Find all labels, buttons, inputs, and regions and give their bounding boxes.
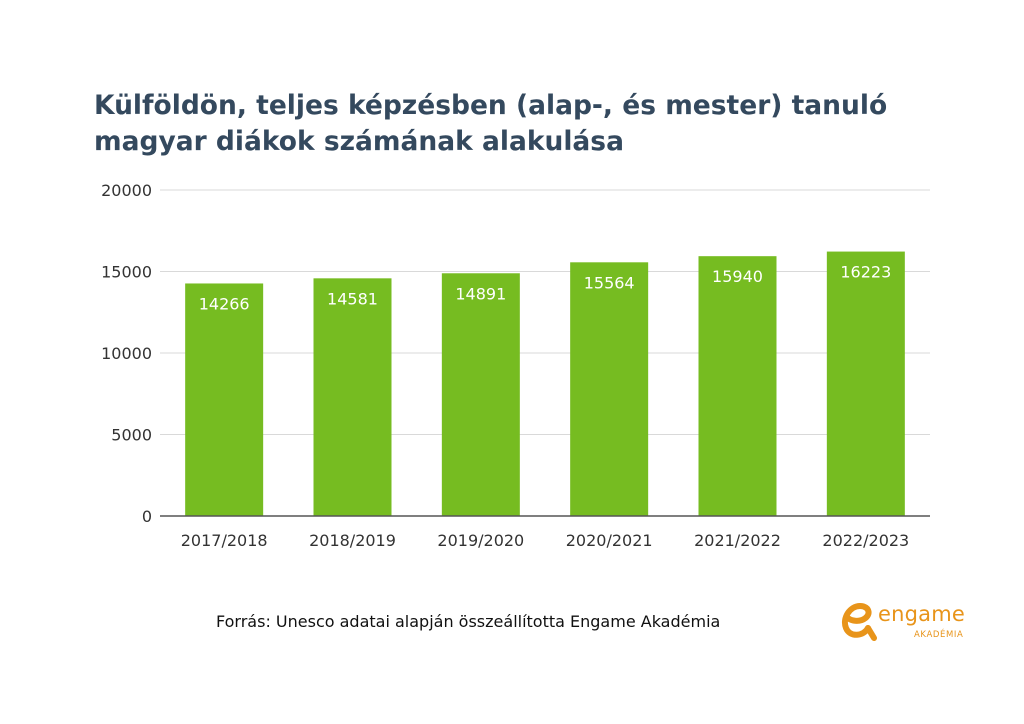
y-tick-label: 0 (142, 507, 152, 526)
data-label: 14266 (199, 294, 250, 313)
bar (313, 278, 392, 516)
x-tick-label: 2018/2019 (309, 531, 396, 550)
logo-subtitle: AKADÉMIA (914, 630, 964, 640)
y-tick-label: 20000 (101, 181, 152, 200)
data-label: 14581 (327, 289, 378, 308)
y-tick-label: 10000 (101, 344, 152, 363)
logo-wordmark: engame (878, 602, 966, 626)
engame-logo: engame AKADÉMIA (838, 598, 978, 646)
bar (570, 262, 649, 516)
data-label: 15564 (584, 273, 635, 292)
x-tick-label: 2019/2020 (437, 531, 524, 550)
engame-logo-icon (842, 602, 877, 641)
x-tick-label: 2021/2022 (694, 531, 781, 550)
y-tick-label: 15000 (101, 263, 152, 282)
bar-chart: 0 5000 10000 15000 20000 14266 2017/2018 14581 2… (101, 181, 930, 550)
data-label: 14891 (455, 284, 506, 303)
chart-title: Külföldön, teljes képzésben (alap-, és m… (94, 88, 954, 160)
data-label: 16223 (840, 263, 891, 282)
x-tick-label: 2017/2018 (181, 531, 268, 550)
source-note: Forrás: Unesco adatai alapján összeállít… (216, 612, 721, 631)
x-tick-label: 2020/2021 (566, 531, 653, 550)
bar (698, 256, 777, 516)
bar (185, 283, 264, 516)
data-label: 15940 (712, 267, 763, 286)
chart-title-line-1: Külföldön, teljes képzésben (alap-, és m… (94, 90, 888, 121)
y-tick-label: 5000 (111, 426, 152, 445)
chart-title-line-2: magyar diákok számának alakulása (94, 126, 624, 157)
bar (826, 251, 905, 516)
bar (441, 273, 520, 516)
x-tick-label: 2022/2023 (822, 531, 909, 550)
